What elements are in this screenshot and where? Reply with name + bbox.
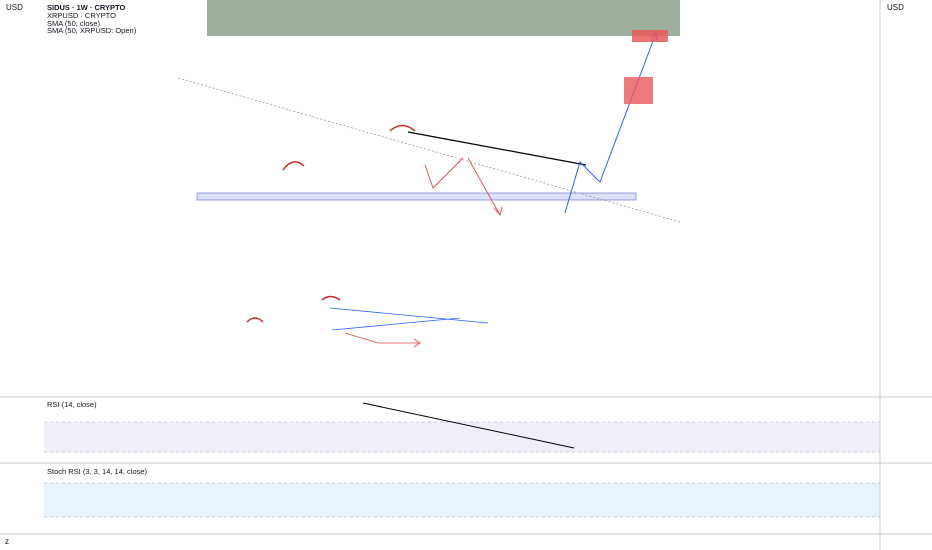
pane-title: RSI (14, close) [47,400,97,409]
support-box [196,192,637,201]
currency: USD [887,3,904,12]
rsi-trendline [362,402,575,449]
annotations [44,30,880,518]
target-box [624,77,653,104]
stoch-band [44,483,880,517]
rsi-band [44,422,880,452]
legend-line: XRPUSD · CRYPTO [47,11,116,20]
arc [321,295,341,301]
currency: USD [6,3,23,12]
arc [246,317,264,323]
dotted-trendline [177,77,681,223]
fib-top-band [207,0,680,36]
arc [389,124,416,132]
channel [329,307,489,331]
target-box [632,30,668,42]
legend-title: SIDUS · 1W · CRYPTO [47,3,126,12]
projection-arrow [424,157,503,216]
trendline [407,131,587,166]
arc [282,161,305,171]
z-icon[interactable]: z [5,537,9,546]
legend-line: SMA (50, XRPUSD: Open) [47,26,137,35]
legend-line: SMA (50, close) [47,19,100,28]
fib-zone [207,0,680,36]
projection-arrow [344,332,421,348]
pane-title: Stoch RSI (3, 3, 14, 14, close) [47,467,148,476]
